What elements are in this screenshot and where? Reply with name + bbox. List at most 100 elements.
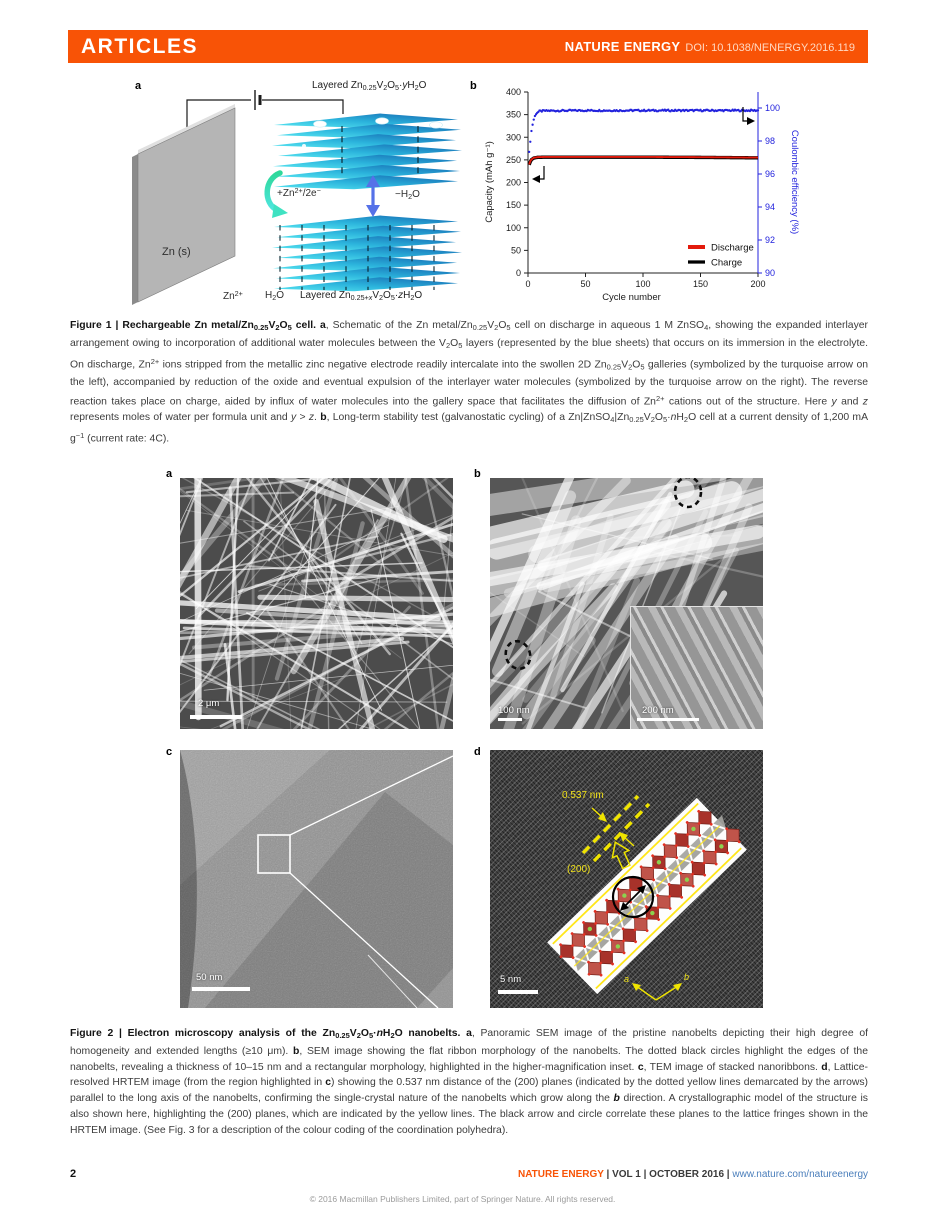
hollow-arrow-icon — [611, 841, 631, 870]
projection-line-bottom — [289, 872, 439, 1008]
axis-b-label: b — [684, 972, 690, 982]
tem-image: 50 nm — [180, 750, 453, 1008]
section-title: ARTICLES — [81, 34, 198, 58]
axis-arrows-icon — [632, 983, 682, 1001]
insertion-reaction-label: +Zn2+/2e− — [277, 186, 321, 200]
dark-region — [205, 792, 453, 1008]
svg-text:0: 0 — [516, 268, 521, 278]
d-spacing-label: 0.537 nm — [562, 790, 604, 801]
electrode-label: Zn (s) — [162, 246, 191, 258]
bottom-stack-pillars — [279, 225, 435, 290]
svg-text:400: 400 — [506, 87, 521, 97]
highlight-box — [257, 834, 291, 874]
svg-text:98: 98 — [765, 136, 775, 146]
fringe-pointer-arrows-icon — [591, 807, 635, 847]
figure1-schematic: Layered Zn0.25V2O5·yH2O Zn (s) +Zn2+/2e−… — [128, 78, 464, 314]
dark-edge-band — [180, 750, 197, 1008]
svg-text:92: 92 — [765, 235, 775, 245]
chart-legend: Discharge Charge — [688, 243, 754, 269]
dotted-circle-bottom-icon — [504, 639, 532, 671]
scalebar-label-b: 100 nm — [498, 705, 530, 716]
svg-text:0: 0 — [525, 279, 530, 289]
doi-text: DOI: 10.1038/NENERGY.2016.119 — [685, 42, 855, 54]
svg-text:Discharge: Discharge — [711, 243, 754, 254]
axis-pointer-arrows-icon — [532, 107, 755, 183]
footer-url-link[interactable]: www.nature.com/natureenergy — [732, 1169, 868, 1180]
magnification-inset — [630, 606, 763, 729]
scalebar-label-c: 50 nm — [196, 972, 223, 983]
figure2-panel-a-label: a — [166, 468, 173, 480]
coulombic-efficiency-series — [528, 108, 760, 154]
svg-text:150: 150 — [693, 279, 708, 289]
crystal-model — [547, 797, 747, 995]
plane-line-bottom — [595, 847, 742, 990]
double-arrow-icon — [620, 885, 646, 911]
scalebar-d — [498, 990, 538, 994]
svg-text:90: 90 — [765, 268, 775, 278]
figure1-panel-a-label: a — [135, 80, 142, 92]
water-label: H2O — [265, 290, 285, 303]
top-stack-pillars — [341, 126, 419, 174]
left-axis-title: Capacity (mAh g⁻¹) — [484, 141, 495, 223]
svg-text:100: 100 — [506, 223, 521, 233]
scalebar-label-d: 5 nm — [500, 974, 522, 985]
figure2-panel-d-label: d — [474, 746, 481, 758]
inset-scalebar — [637, 718, 699, 721]
svg-text:50: 50 — [580, 279, 590, 289]
tem-drawing — [180, 750, 453, 1008]
sem-ribbon-image: 100 nm 200 nm — [490, 478, 763, 729]
wire-left — [186, 99, 251, 131]
plane-line-top — [552, 802, 699, 945]
svg-text:96: 96 — [765, 169, 775, 179]
charge-series — [527, 155, 759, 166]
hydrated-layer-stack — [272, 113, 462, 190]
svg-text:300: 300 — [506, 132, 521, 142]
dotted-circle-top-icon — [673, 478, 703, 509]
svg-text:250: 250 — [506, 155, 521, 165]
svg-text:100: 100 — [765, 103, 780, 113]
top-phase-label: Layered Zn0.25V2O5·yH2O — [312, 80, 427, 93]
scalebar-b — [498, 718, 522, 721]
x-axis-title: Cycle number — [602, 292, 661, 303]
figure1-panel-b-label: b — [470, 80, 477, 92]
figure2-panel-b-label: b — [474, 468, 481, 480]
footer-line: NATURE ENERGY | VOL 1 | OCTOBER 2016 | w… — [518, 1169, 868, 1180]
scalebar-c — [192, 987, 250, 991]
svg-text:200: 200 — [750, 279, 765, 289]
light-corner — [417, 968, 453, 1008]
lattice-fringe-dashes-icon — [581, 794, 651, 863]
svg-text:350: 350 — [506, 110, 521, 120]
projection-line-top — [289, 755, 453, 836]
correlation-circle-icon — [611, 875, 655, 919]
light-region — [180, 750, 330, 885]
header-banner: ARTICLES NATURE ENERGY DOI: 10.1038/NENER… — [68, 30, 868, 63]
journal-name: NATURE ENERGY — [564, 39, 681, 54]
footer-journal: NATURE ENERGY — [517, 1169, 604, 1180]
fold-line — [367, 954, 418, 1008]
figure2-panel-c-label: c — [166, 746, 173, 758]
right-axis-title: Coulombic efficiency (%) — [789, 130, 800, 234]
scalebar-a — [190, 715, 242, 719]
sem-fibers-a — [180, 478, 453, 729]
svg-text:150: 150 — [506, 200, 521, 210]
plane-line-mid — [573, 825, 721, 967]
wire-right — [262, 99, 344, 114]
hrtem-annotations — [547, 794, 747, 1001]
svg-text:200: 200 — [506, 178, 521, 188]
journal-doi: NATURE ENERGY DOI: 10.1038/NENERGY.2016.1… — [565, 39, 855, 54]
svg-text:100: 100 — [635, 279, 650, 289]
svg-text:Charge: Charge — [711, 258, 742, 269]
zn-electrode-plate — [132, 104, 236, 305]
inset-scalebar-label: 200 nm — [642, 705, 674, 716]
figure2-caption: Figure 2 | Electron microscopy analysis … — [70, 1028, 869, 1136]
svg-text:50: 50 — [511, 245, 521, 255]
figure1-caption: Figure 1 | Rechargeable Zn metal/Zn0.25V… — [70, 320, 869, 445]
copyright-notice: © 2016 Macmillan Publishers Limited, par… — [309, 1194, 616, 1204]
sem-panoramic-image: 2 μm — [180, 478, 453, 729]
axis-a-label: a — [624, 974, 630, 984]
hrtem-image: 0.537 nm (200) a b 5 nm — [490, 750, 763, 1008]
plane-index-label: (200) — [567, 864, 591, 875]
